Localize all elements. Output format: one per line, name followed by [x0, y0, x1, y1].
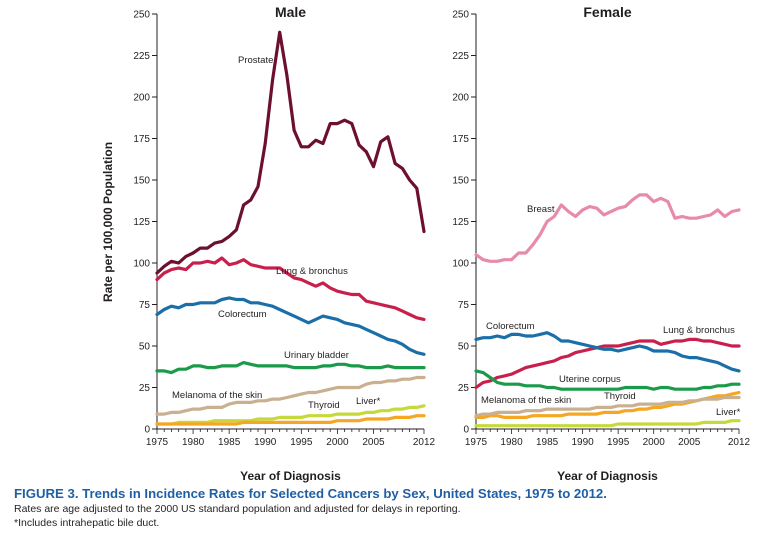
- female-y-tick-label: 75: [458, 300, 470, 311]
- male-x-tick-label: 1980: [182, 437, 205, 448]
- female-series-lung-bronchus: [474, 337, 741, 390]
- female-label-uterine-corpus: Uterine corpus: [559, 374, 621, 385]
- figure-caption: FIGURE 3. Trends in Incidence Rates for …: [14, 486, 774, 530]
- female-series-uterine-corpus: [474, 369, 741, 391]
- female-label-breast: Breast: [527, 204, 555, 215]
- male-y-tick-label: 200: [133, 93, 150, 104]
- female-x-tick-label: 1975: [465, 437, 488, 448]
- male-y-tick-label: 175: [133, 134, 150, 145]
- male-series-thyroid: [155, 414, 426, 426]
- female-y-tick-label: 225: [452, 51, 469, 62]
- female-label-thyroid: Thyroid: [604, 391, 636, 402]
- female-y-tick-label: 0: [463, 425, 469, 436]
- male-label-lung-bronchus: Lung & bronchus: [276, 266, 348, 277]
- male-label-urinary-bladder: Urinary bladder: [284, 350, 349, 361]
- female-series-liver: [474, 419, 741, 428]
- male-label-prostate: Prostate: [238, 55, 273, 66]
- male-x-tick-label: 1975: [146, 437, 169, 448]
- male-y-tick-label: 125: [133, 217, 150, 228]
- female-panel: Female 0 25 50 75 100 125 150 175 200 225 250 1975 19…: [452, 4, 750, 483]
- male-x-tick-label: 2005: [362, 437, 385, 448]
- female-x-axis-label: Year of Diagnosis: [557, 469, 658, 483]
- female-x-tick-label: 1995: [607, 437, 630, 448]
- male-label-colorectum: Colorectum: [218, 309, 267, 320]
- male-y-tick-label: 75: [139, 300, 151, 311]
- female-y-tick-label: 25: [458, 383, 470, 394]
- female-y-tick-label: 100: [452, 259, 469, 270]
- female-panel-title: Female: [583, 4, 631, 20]
- male-y-tick-label: 50: [139, 342, 151, 353]
- male-label-liver: Liver*: [356, 396, 381, 407]
- female-label-melanoma-of-the-skin: Melanoma of the skin: [481, 395, 571, 406]
- female-y-tick-label: 175: [452, 134, 469, 145]
- male-panel: Male 0 25 50 75 100 125 150 175 200 225 250 1975 1980…: [133, 4, 435, 483]
- female-x-tick-label: 2000: [643, 437, 666, 448]
- y-axis-label: Rate per 100,000 Population: [101, 142, 115, 302]
- female-series-colorectum: [474, 331, 741, 373]
- male-series-colorectum: [155, 296, 426, 356]
- male-panel-title: Male: [275, 4, 306, 20]
- male-y-tick-label: 0: [144, 425, 150, 436]
- male-y-tick-label: 100: [133, 259, 150, 270]
- female-y-tick-label: 125: [452, 217, 469, 228]
- female-x-tick-label: 1990: [571, 437, 594, 448]
- female-y-tick-label: 250: [452, 10, 469, 21]
- male-x-tick-label: 1995: [290, 437, 313, 448]
- female-y-tick-label: 150: [452, 176, 469, 187]
- female-x-tick-label: 2005: [678, 437, 701, 448]
- female-y-tick-label: 50: [458, 342, 470, 353]
- male-series-urinary-bladder: [155, 361, 426, 375]
- female-x-tick-label: 1985: [536, 437, 559, 448]
- male-x-tick-label: 1990: [254, 437, 277, 448]
- figure-title: FIGURE 3. Trends in Incidence Rates for …: [14, 486, 607, 501]
- female-x-tick-label: 2012: [728, 437, 751, 448]
- male-label-thyroid: Thyroid: [308, 400, 340, 411]
- male-x-axis-label: Year of Diagnosis: [240, 469, 341, 483]
- female-label-liver: Liver*: [716, 407, 741, 418]
- male-y-tick-label: 25: [139, 383, 151, 394]
- female-label-colorectum: Colorectum: [486, 321, 535, 332]
- male-y-tick-label: 250: [133, 10, 150, 21]
- male-x-tick-label: 2012: [413, 437, 436, 448]
- male-series-prostate: [155, 30, 426, 275]
- male-y-tick-label: 225: [133, 51, 150, 62]
- female-x-tick-label: 1980: [500, 437, 523, 448]
- figure-footnote: *Includes intrahepatic bile duct.: [14, 516, 160, 529]
- male-x-tick-label: 1985: [218, 437, 241, 448]
- female-series-breast: [474, 193, 741, 263]
- female-y-tick-label: 200: [452, 93, 469, 104]
- male-series-lung-bronchus: [155, 256, 426, 321]
- figure-note: Rates are age adjusted to the 2000 US st…: [14, 503, 461, 515]
- male-x-tick-label: 2000: [326, 437, 349, 448]
- male-label-melanoma-of-the-skin: Melanoma of the skin: [172, 390, 262, 401]
- male-y-tick-label: 150: [133, 176, 150, 187]
- female-series-melanoma-of-the-skin: [474, 395, 741, 418]
- female-label-lung-bronchus: Lung & bronchus: [663, 325, 735, 336]
- male-series-melanoma-of-the-skin: [155, 375, 426, 416]
